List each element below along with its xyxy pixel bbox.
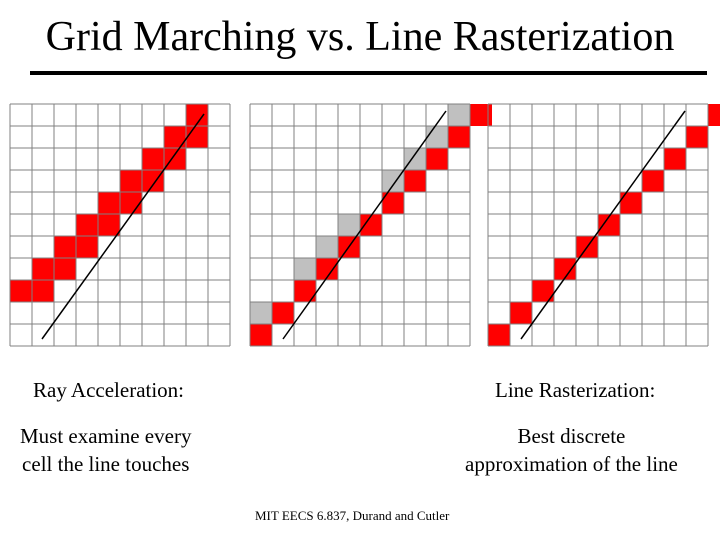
red-cell xyxy=(664,148,686,170)
red-cell xyxy=(294,280,316,302)
red-cell xyxy=(54,258,76,280)
red-cell xyxy=(164,148,186,170)
red-cell xyxy=(532,280,554,302)
red-cell xyxy=(10,280,32,302)
gray-cell xyxy=(294,258,316,280)
red-cell xyxy=(488,324,510,346)
red-cell xyxy=(642,170,664,192)
red-cell xyxy=(598,214,620,236)
line-rasterization-grid xyxy=(487,103,720,347)
red-cell xyxy=(426,148,448,170)
red-cell xyxy=(164,126,186,148)
red-cell xyxy=(250,324,272,346)
ray-acceleration-label: Ray Acceleration: xyxy=(33,378,185,402)
grid-diagrams xyxy=(9,103,720,347)
line-rasterization-label: Line Rasterization: xyxy=(495,378,656,402)
red-cell xyxy=(620,192,642,214)
line-rasterization-description: Best discrete approximation of the line xyxy=(465,422,678,478)
red-cell xyxy=(470,104,492,126)
red-cell xyxy=(404,170,426,192)
comparison-grid xyxy=(249,103,492,347)
red-cell xyxy=(186,126,208,148)
gray-cell xyxy=(338,214,360,236)
red-cell xyxy=(382,192,404,214)
red-cell xyxy=(76,214,98,236)
red-cell xyxy=(686,126,708,148)
ray-acceleration-description: Must examine every cell the line touches xyxy=(20,422,191,478)
red-cell xyxy=(448,126,470,148)
gray-cell xyxy=(250,302,272,324)
red-cell xyxy=(272,302,294,324)
left-desc-line-2: cell the line touches xyxy=(22,452,190,476)
gray-cell xyxy=(404,148,426,170)
red-cell xyxy=(142,170,164,192)
slide-title: Grid Marching vs. Line Rasterization xyxy=(45,14,675,60)
red-cell xyxy=(32,280,54,302)
right-desc-line-1: Best discrete xyxy=(517,424,626,448)
line-segment xyxy=(41,113,205,340)
red-cell xyxy=(510,302,532,324)
red-cell xyxy=(76,236,98,258)
red-cell xyxy=(54,236,76,258)
red-cell xyxy=(186,104,208,126)
line-segment xyxy=(520,110,686,340)
red-cell xyxy=(708,104,720,126)
red-cell xyxy=(142,148,164,170)
red-cell xyxy=(32,258,54,280)
red-cell xyxy=(98,214,120,236)
left-desc-line-1: Must examine every xyxy=(20,424,192,448)
red-cell xyxy=(98,192,120,214)
red-cell xyxy=(120,170,142,192)
title-underline xyxy=(30,71,707,75)
red-cell xyxy=(554,258,576,280)
footer-credit: MIT EECS 6.837, Durand and Cutler xyxy=(255,508,450,523)
line-segment xyxy=(282,110,447,340)
red-cell xyxy=(120,192,142,214)
gray-cell xyxy=(448,104,470,126)
red-cell xyxy=(316,258,338,280)
right-desc-line-2: approximation of the line xyxy=(465,452,678,476)
ray-acceleration-grid xyxy=(9,103,231,347)
gray-cell xyxy=(382,170,404,192)
gray-cell xyxy=(316,236,338,258)
gray-cell xyxy=(426,126,448,148)
red-cell xyxy=(360,214,382,236)
